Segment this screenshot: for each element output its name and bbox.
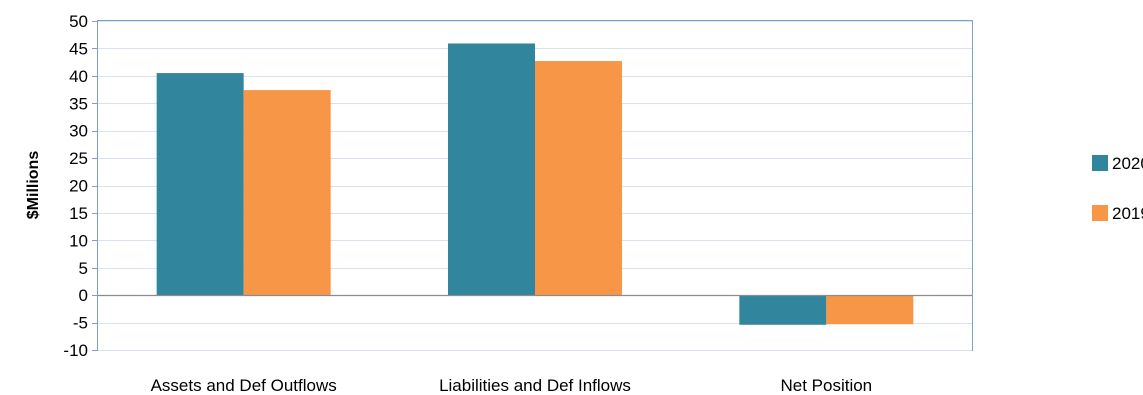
y-tick-label: 0 bbox=[79, 286, 88, 305]
legend-label: 2020 bbox=[1112, 154, 1143, 173]
legend: 2020 2019 bbox=[1092, 154, 1143, 223]
y-tick-label: 45 bbox=[69, 39, 88, 58]
bar-2019-2 bbox=[826, 295, 914, 325]
y-tick-label: 35 bbox=[69, 94, 88, 113]
x-category-label: Net Position bbox=[780, 376, 872, 395]
legend-swatch-2019 bbox=[1092, 205, 1108, 221]
y-tick-label: 25 bbox=[69, 149, 88, 168]
y-tick-label: 50 bbox=[69, 12, 88, 31]
x-axis-ticks: Assets and Def Outflows Liabilities and D… bbox=[151, 376, 873, 395]
legend-label: 2019 bbox=[1112, 204, 1143, 223]
bar-2020-2 bbox=[739, 295, 827, 325]
y-tick-label: 15 bbox=[69, 204, 88, 223]
bar-2019-1 bbox=[535, 61, 622, 296]
y-tick-label: -5 bbox=[73, 314, 88, 333]
y-tick-label: 30 bbox=[69, 122, 88, 141]
y-tick-label: 5 bbox=[79, 259, 88, 278]
x-category-label: Assets and Def Outflows bbox=[151, 376, 337, 395]
bar-2019-0 bbox=[243, 90, 331, 296]
y-axis-label: $Millions bbox=[25, 151, 42, 220]
bar-2020-1 bbox=[448, 43, 535, 296]
y-tick-label: -10 bbox=[63, 341, 88, 360]
x-category-label: Liabilities and Def Inflows bbox=[439, 376, 631, 395]
legend-swatch-2020 bbox=[1092, 155, 1108, 171]
y-tick-label: 20 bbox=[69, 177, 88, 196]
y-tick-label: 10 bbox=[69, 231, 88, 250]
y-tick-label: 40 bbox=[69, 67, 88, 86]
bar-2020-0 bbox=[156, 73, 244, 296]
bars bbox=[156, 43, 914, 325]
